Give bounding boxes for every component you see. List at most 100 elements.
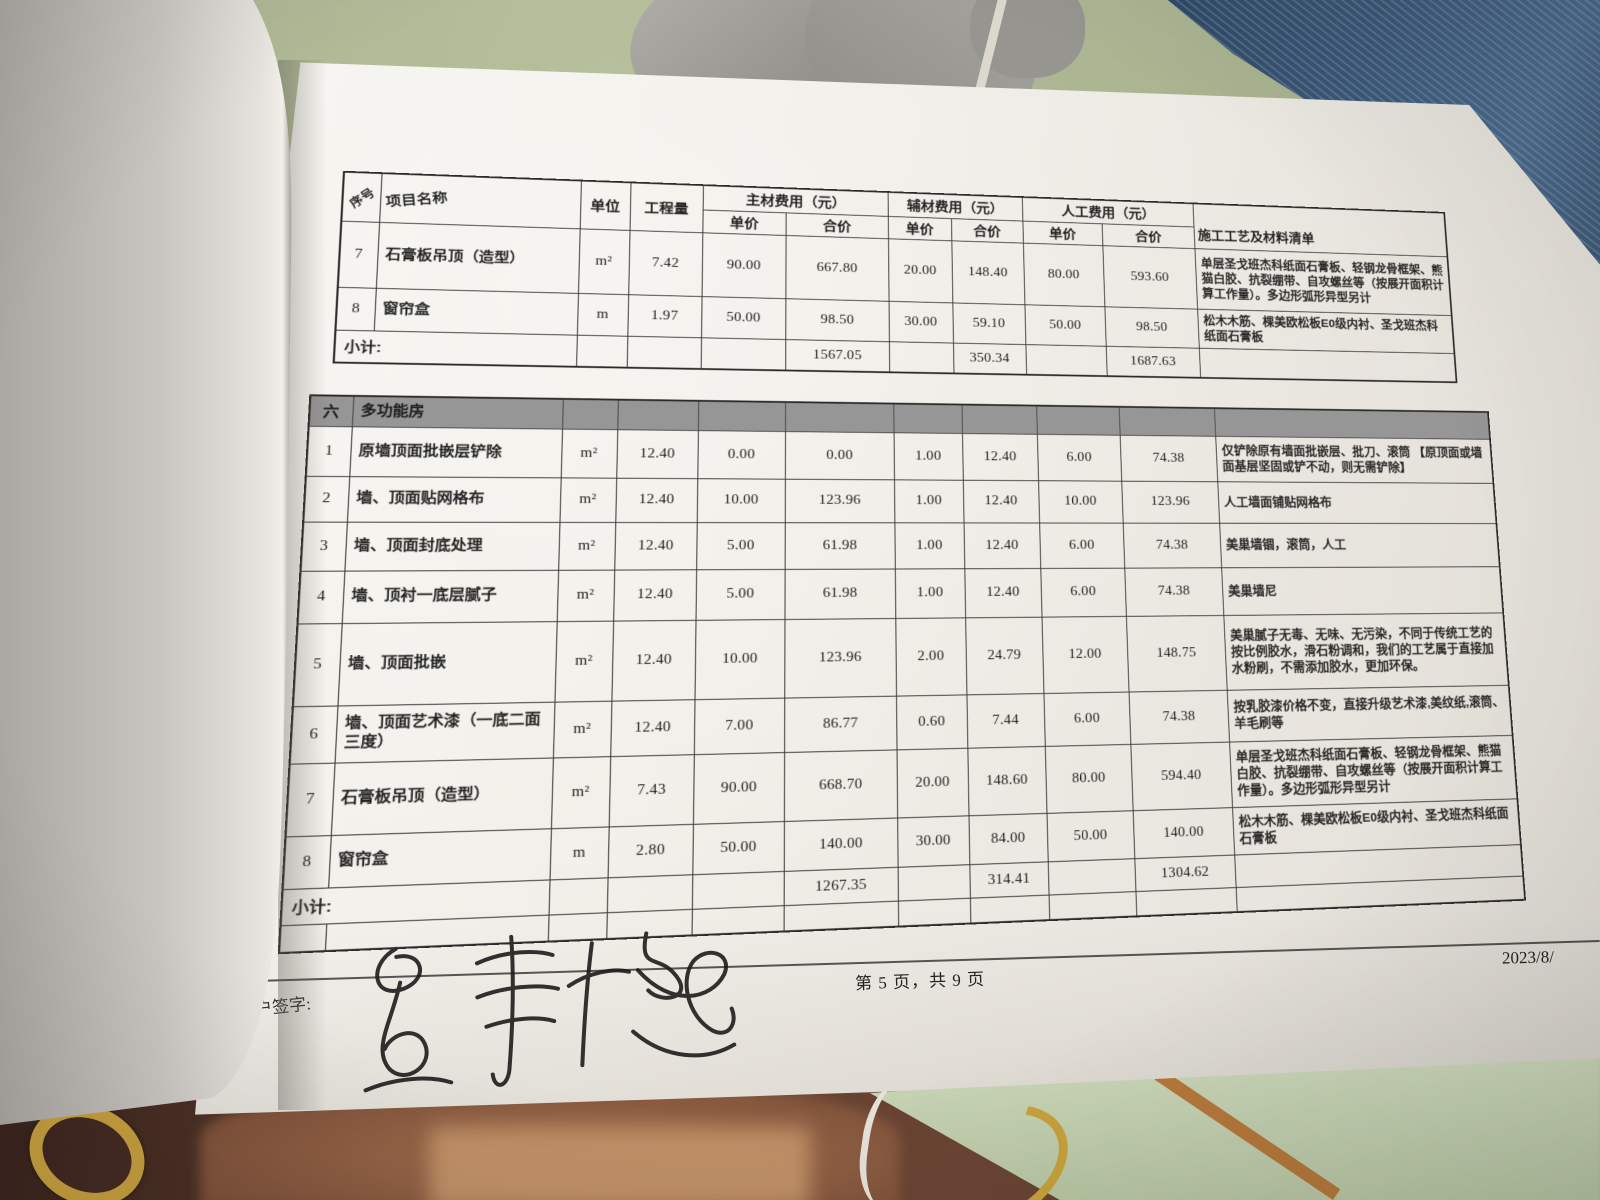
empty-cell (1135, 887, 1237, 917)
process-cell: 松木木筋、棵美欧松板E0级内衬、圣戈班杰科纸面石膏板 (1197, 308, 1455, 354)
qty-cell: 12.40 (613, 569, 697, 621)
qty-cell: 12.40 (610, 699, 695, 757)
paper-glare (195, 62, 1600, 1115)
leg-skin-highlight (430, 1128, 810, 1200)
col-header-qty: 工程量 (629, 182, 703, 233)
labor-unit-price: 12.00 (1041, 615, 1129, 694)
main-unit-price: 50.00 (701, 296, 786, 340)
table-row: 2 墙、顶面贴网格布 m² 12.40 10.00 123.96 1.00 12… (303, 475, 1497, 524)
row-no: 7 (337, 220, 380, 288)
main-unit-price: 10.00 (694, 619, 785, 700)
main-unit-price: 5.00 (696, 522, 785, 570)
unit-cell: m² (558, 521, 616, 570)
empty-cell (547, 912, 607, 942)
empty-cell (700, 337, 786, 371)
table-row: 3 墙、顶面封底处理 m² 12.40 5.00 61.98 1.00 12.4… (300, 521, 1500, 571)
empty-cell (606, 908, 692, 940)
aux-unit-price: 0.60 (896, 694, 968, 750)
empty-cell (897, 897, 971, 927)
item-name: 石膏板吊顶（造型） (330, 757, 553, 836)
aux-total: 12.40 (963, 522, 1041, 569)
empty-cell (785, 402, 894, 433)
process-cell: 单层圣戈班杰科纸面石膏板、轻钢龙骨框架、熊猫白胶、抗裂绷带、自攻螺丝等（按展开面… (1194, 248, 1452, 316)
row-no: 8 (335, 286, 376, 331)
col-header-unit: 单位 (579, 180, 631, 230)
empty-cell (783, 900, 899, 932)
labor-total: 140.00 (1132, 807, 1235, 859)
empty-cell (617, 399, 699, 431)
unit-cell: m² (560, 428, 618, 478)
process-cell: 仅铲除原有墙面批嵌层、批刀、滚筒 【原顶面或墙面基层坚固或铲不动，则无需铲除】 (1215, 435, 1494, 483)
main-unit-price: 0.00 (697, 430, 786, 479)
aux-unit-price: 1.00 (893, 432, 963, 480)
page-indicator: 第 5 页，共 9 页 (854, 969, 986, 994)
process-cell: 美巢腻子无毒、无味、无污染，不同于传统工艺的按比例胶水，滑石粉调和，我们的工艺属… (1223, 612, 1509, 690)
aux-total: 12.40 (962, 433, 1039, 481)
main-unit-price: 10.00 (696, 478, 785, 523)
aux-total: 148.40 (951, 240, 1025, 305)
empty-cell (961, 404, 1037, 434)
col-header-unit-price: 单价 (887, 215, 952, 241)
subtotal-labor: 1687.63 (1105, 345, 1201, 378)
main-unit-price: 5.00 (695, 568, 785, 620)
empty-cell (1025, 344, 1107, 377)
main-total: 86.77 (784, 695, 897, 753)
qty-cell: 7.43 (608, 754, 694, 827)
quotation-content: 序号 项目名称 单位 工程量 主材费用（元） 辅材费用（元） 人工费用（元） 施… (277, 170, 1527, 955)
subtotal-labor: 1304.62 (1134, 854, 1236, 892)
aux-total: 148.60 (967, 745, 1047, 816)
labor-total: 148.75 (1125, 615, 1227, 692)
labor-total: 594.40 (1130, 741, 1233, 811)
item-name: 墙、顶衬一底层腻子 (341, 569, 559, 624)
empty-cell (1118, 406, 1216, 436)
labor-unit-price: 80.00 (1044, 743, 1133, 813)
main-unit-price: 50.00 (692, 821, 784, 875)
main-total: 123.96 (784, 618, 897, 698)
empty-cell (548, 877, 608, 915)
item-name: 石膏板吊顶（造型） (375, 221, 580, 293)
unit-cell: m² (552, 700, 612, 758)
empty-cell (888, 341, 954, 374)
labor-total: 74.38 (1128, 689, 1230, 744)
aux-total: 24.79 (965, 616, 1044, 695)
col-header-no: 序号 (341, 171, 382, 222)
qty-cell: 12.40 (616, 429, 698, 479)
aux-unit-price: 1.00 (894, 479, 964, 523)
labor-unit-price: 50.00 (1046, 810, 1135, 862)
aux-total: 59.10 (952, 302, 1026, 345)
item-name: 墙、顶面艺术漆（一底二面三度） (334, 701, 555, 763)
customer-signature (363, 931, 737, 1093)
main-total: 667.80 (785, 235, 889, 301)
aux-unit-price: 20.00 (896, 747, 969, 818)
empty-cell (897, 864, 970, 901)
empty-cell (893, 403, 963, 434)
item-name: 墙、顶面封底处理 (344, 521, 560, 571)
empty-cell (626, 335, 702, 369)
main-unit-price: 90.00 (692, 752, 785, 824)
process-cell: 按乳胶漆价格不变，直接升级艺术漆,美纹纸,滚筒、羊毛刷等 (1226, 684, 1513, 742)
labor-unit-price: 10.00 (1038, 480, 1123, 523)
main-total: 140.00 (783, 817, 898, 871)
qty-cell: 12.40 (615, 477, 698, 523)
aux-unit-price: 30.00 (897, 815, 970, 867)
qty-cell: 7.42 (628, 229, 703, 297)
labor-unit-price: 50.00 (1024, 304, 1106, 346)
main-total: 61.98 (784, 568, 896, 620)
col-header-total-price: 合价 (785, 212, 889, 239)
quotation-table-section-six: 六 多功能房 1 原墙顶面批嵌层铲除 m² 12.40 0.00 0.00 1.… (277, 394, 1527, 955)
aux-unit-price: 20.00 (888, 238, 953, 303)
qty-cell: 12.40 (611, 619, 696, 701)
paper-sheet: 客户签字: 第 5 页，共 9 页 2023/8/ (195, 62, 1600, 1115)
aux-total: 7.44 (966, 693, 1045, 748)
main-unit-price: 7.00 (693, 697, 785, 755)
main-total: 98.50 (785, 298, 889, 342)
aux-unit-price: 2.00 (895, 617, 967, 696)
main-total: 0.00 (784, 431, 895, 480)
aux-total: 12.40 (964, 568, 1042, 618)
main-total: 61.98 (784, 522, 895, 569)
aux-total: 12.40 (962, 479, 1040, 523)
labor-total: 123.96 (1121, 480, 1220, 523)
subtotal-main: 1267.35 (783, 866, 898, 906)
col-header-unit-price: 单价 (1022, 220, 1103, 246)
unit-cell: m² (577, 228, 630, 295)
